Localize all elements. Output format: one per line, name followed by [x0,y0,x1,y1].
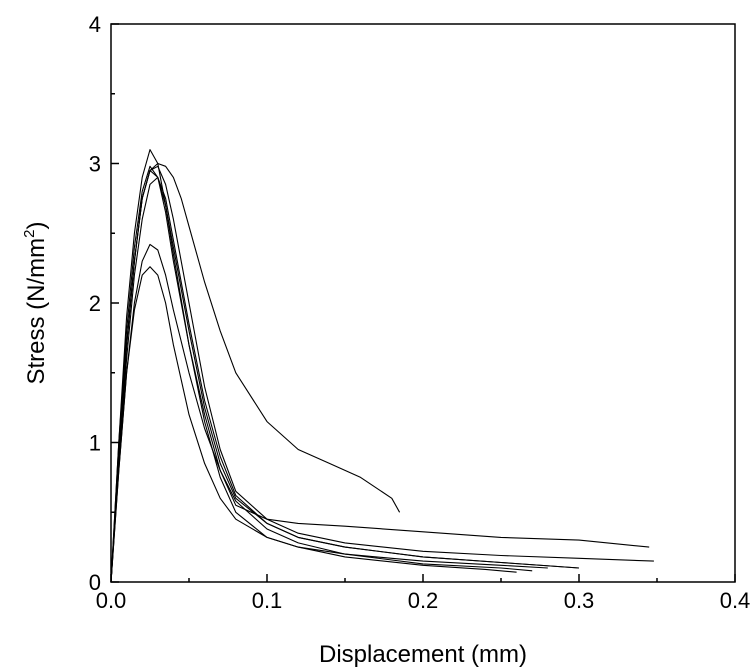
series-line-5 [110,162,401,583]
axis-tick-labels: 0.0 0.1 0.2 0.3 0.4 0 1 2 3 4 [89,12,751,613]
series-line-2 [110,165,650,583]
series-line-1 [110,149,548,583]
series-line-7 [110,266,517,583]
x-axis-title: Displacement (mm) [319,641,527,668]
y-axis-title: Stress (N/mm2) [21,221,50,384]
x-tick-label: 0.4 [720,588,751,613]
y-tick-label: 1 [89,431,101,456]
x-tick-label: 0.2 [408,588,439,613]
y-tick-label: 4 [89,12,101,37]
series-lines [110,149,654,583]
y-tick-label: 2 [89,291,101,316]
y-tick-label: 3 [89,152,101,177]
x-tick-label: 0.0 [96,588,127,613]
y-axis-title-superscript: 2 [21,229,38,237]
series-line-3 [110,165,654,583]
x-tick-label: 0.1 [252,588,283,613]
axis-ticks [110,23,736,583]
x-tick-label: 0.3 [564,588,595,613]
series-line-4 [110,169,580,583]
series-line-8 [110,176,580,583]
series-line-6 [110,243,533,583]
plot-frame [110,23,736,583]
y-tick-label: 0 [89,570,101,595]
